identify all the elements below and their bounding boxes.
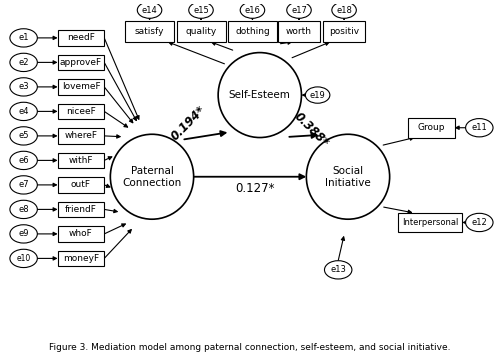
Text: e11: e11 — [472, 123, 487, 132]
Ellipse shape — [466, 118, 493, 137]
FancyBboxPatch shape — [58, 201, 104, 217]
FancyBboxPatch shape — [58, 55, 104, 70]
Text: e14: e14 — [142, 6, 158, 15]
Text: e19: e19 — [310, 90, 326, 99]
Text: friendF: friendF — [65, 205, 97, 214]
Ellipse shape — [218, 52, 302, 137]
Text: e10: e10 — [16, 254, 30, 263]
Text: quality: quality — [186, 27, 216, 36]
FancyBboxPatch shape — [58, 128, 104, 144]
Text: e12: e12 — [472, 218, 487, 227]
Text: Self-Esteem: Self-Esteem — [229, 90, 290, 100]
Ellipse shape — [306, 87, 330, 103]
Ellipse shape — [466, 213, 493, 232]
Text: e2: e2 — [18, 58, 29, 67]
FancyBboxPatch shape — [58, 79, 104, 95]
Ellipse shape — [10, 200, 38, 219]
Text: positiv: positiv — [329, 27, 359, 36]
Ellipse shape — [189, 2, 213, 18]
Ellipse shape — [306, 134, 390, 219]
Text: e7: e7 — [18, 181, 29, 190]
Ellipse shape — [332, 2, 356, 18]
Text: Paternal
Connection: Paternal Connection — [122, 166, 182, 187]
Text: Social
Initiative: Social Initiative — [325, 166, 371, 187]
Text: e8: e8 — [18, 205, 29, 214]
Text: approveF: approveF — [60, 58, 102, 67]
Text: whoF: whoF — [69, 229, 93, 238]
FancyBboxPatch shape — [58, 30, 104, 46]
FancyBboxPatch shape — [58, 103, 104, 119]
Ellipse shape — [10, 249, 38, 267]
Text: moneyF: moneyF — [63, 254, 99, 263]
Text: dothing: dothing — [235, 27, 270, 36]
FancyBboxPatch shape — [408, 118, 455, 137]
Text: e5: e5 — [18, 131, 29, 140]
Text: needF: needF — [67, 33, 95, 42]
Text: e9: e9 — [18, 229, 29, 238]
Ellipse shape — [10, 53, 38, 71]
Ellipse shape — [10, 29, 38, 47]
FancyBboxPatch shape — [125, 21, 174, 42]
FancyBboxPatch shape — [176, 21, 226, 42]
Text: e17: e17 — [291, 6, 307, 15]
Ellipse shape — [10, 102, 38, 121]
Ellipse shape — [287, 2, 311, 18]
Ellipse shape — [10, 127, 38, 145]
Text: e4: e4 — [18, 107, 29, 116]
Ellipse shape — [10, 225, 38, 243]
Text: satisfy: satisfy — [135, 27, 164, 36]
Text: 0.194*: 0.194* — [169, 103, 208, 143]
Text: e6: e6 — [18, 156, 29, 165]
Text: Figure 3. Mediation model among paternal connection, self-esteem, and social ini: Figure 3. Mediation model among paternal… — [49, 343, 451, 352]
Text: withF: withF — [68, 156, 93, 165]
Text: Group: Group — [418, 123, 445, 132]
Text: outF: outF — [71, 181, 91, 190]
Text: niceeF: niceeF — [66, 107, 96, 116]
FancyBboxPatch shape — [228, 21, 277, 42]
FancyBboxPatch shape — [58, 251, 104, 266]
Text: 0.388*: 0.388* — [292, 109, 331, 149]
Text: e3: e3 — [18, 83, 29, 92]
Text: worth: worth — [286, 27, 312, 36]
Ellipse shape — [10, 176, 38, 194]
FancyBboxPatch shape — [398, 213, 462, 232]
FancyBboxPatch shape — [324, 21, 365, 42]
Text: e15: e15 — [193, 6, 209, 15]
FancyBboxPatch shape — [278, 21, 320, 42]
Text: e16: e16 — [244, 6, 260, 15]
FancyBboxPatch shape — [58, 177, 104, 193]
Ellipse shape — [110, 134, 194, 219]
Text: whereF: whereF — [64, 131, 98, 140]
FancyBboxPatch shape — [58, 153, 104, 168]
Ellipse shape — [138, 2, 162, 18]
FancyBboxPatch shape — [58, 226, 104, 242]
Text: Interpersonal: Interpersonal — [402, 218, 458, 227]
Text: e13: e13 — [330, 265, 346, 274]
Ellipse shape — [240, 2, 264, 18]
Ellipse shape — [324, 261, 352, 279]
Ellipse shape — [10, 151, 38, 169]
Ellipse shape — [10, 78, 38, 96]
Text: lovemeF: lovemeF — [62, 83, 100, 92]
Text: 0.127*: 0.127* — [235, 182, 275, 195]
Text: e18: e18 — [336, 6, 352, 15]
Text: e1: e1 — [18, 33, 29, 42]
